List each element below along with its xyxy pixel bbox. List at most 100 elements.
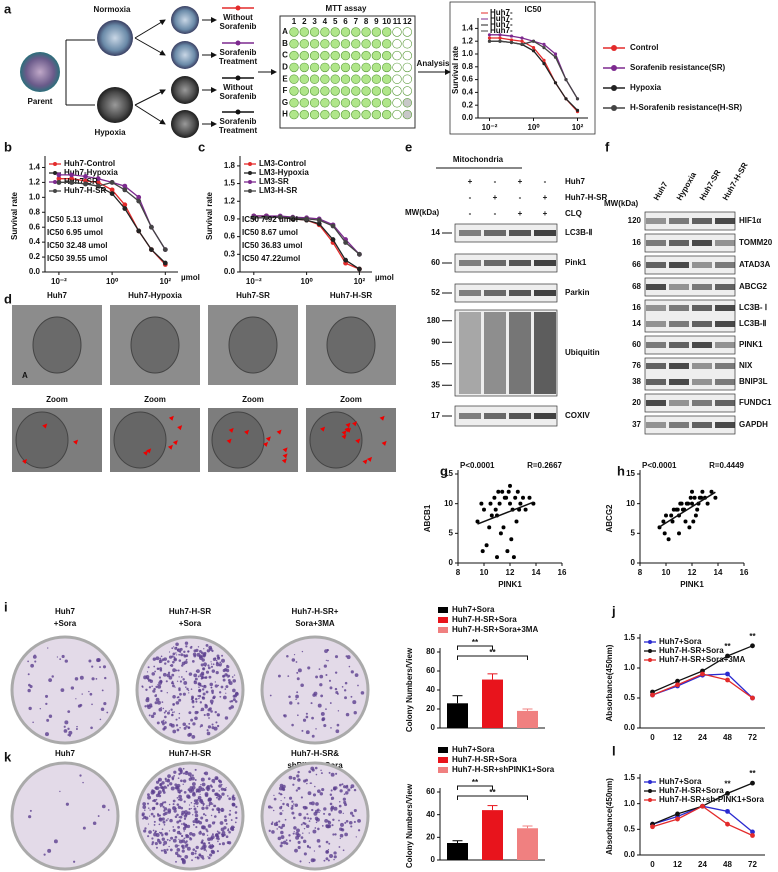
colony: [177, 805, 182, 809]
colony: [234, 811, 238, 814]
blot-band: [669, 342, 689, 348]
significance-bracket: [457, 655, 528, 660]
colony: [79, 675, 84, 680]
panel-label: j: [611, 603, 616, 618]
colony: [204, 792, 209, 796]
well: [382, 50, 392, 61]
well: [320, 27, 330, 37]
colony: [232, 698, 236, 702]
colony: [166, 838, 169, 841]
colony: [215, 796, 218, 799]
colony: [314, 827, 317, 829]
colony: [182, 767, 185, 770]
colony: [218, 843, 221, 846]
y-axis-label: Colony Numbers/View: [405, 783, 414, 868]
colony: [210, 661, 212, 663]
panel-label: b: [4, 139, 12, 154]
colony: [291, 804, 294, 808]
colony: [314, 785, 316, 788]
legend-label: Huh7-: [490, 14, 513, 23]
em-arrow: [177, 425, 183, 431]
colony: [307, 666, 311, 670]
colony: [163, 840, 168, 845]
annotation: IC50 8.67 umol: [242, 228, 298, 237]
colony: [213, 805, 215, 807]
colony: [201, 832, 206, 836]
legend-swatch: [438, 767, 448, 773]
em-arrow: [42, 423, 48, 429]
colony: [104, 676, 107, 680]
blot-band: [484, 290, 506, 296]
colony: [214, 710, 217, 714]
blot-mw: 20: [632, 398, 641, 407]
colony: [168, 803, 171, 806]
blot-band: [669, 379, 689, 385]
blot-mw: 17: [431, 411, 440, 420]
dish-label: Huh7-H-SR+: [292, 607, 339, 616]
colony: [219, 695, 222, 698]
blot-sign: +: [493, 193, 498, 202]
point: [492, 495, 497, 500]
y-tick-label: 0.6: [462, 75, 474, 84]
significance-bracket: [457, 785, 493, 790]
colony: [189, 836, 192, 839]
colony: [177, 798, 180, 801]
colony: [151, 841, 155, 844]
plate-row: F: [283, 86, 288, 95]
colony: [75, 698, 77, 700]
significance: **: [472, 778, 479, 787]
colony: [227, 841, 232, 845]
colony: [214, 657, 217, 660]
colony: [211, 649, 214, 653]
dish: [171, 76, 199, 104]
em-nucleus: [309, 411, 363, 469]
colony: [176, 797, 179, 799]
colony: [170, 663, 174, 667]
point: [498, 531, 503, 536]
colony: [210, 665, 214, 668]
legend-swatch: [248, 171, 252, 175]
colony: [328, 842, 331, 845]
colony: [216, 724, 220, 728]
colony: [347, 788, 351, 792]
point: [669, 513, 674, 518]
colony: [220, 787, 224, 791]
well: [351, 109, 361, 120]
colony: [339, 827, 343, 831]
em-arrow: [379, 415, 385, 421]
colony: [44, 732, 49, 737]
colony: [190, 802, 193, 804]
annotation: IC50 36.83 umol: [242, 241, 302, 250]
colony: [193, 805, 196, 807]
point: [487, 525, 492, 530]
colony: [183, 650, 186, 654]
legend-label: Huh7-H-SR+Sora: [452, 755, 517, 764]
colony: [313, 850, 316, 852]
colony: [88, 659, 92, 663]
panel-label: e: [405, 139, 412, 154]
series-line: [652, 805, 753, 837]
x-tick-label: 10⁰: [301, 277, 314, 286]
colony: [158, 814, 162, 817]
colony: [176, 820, 180, 824]
colony: [47, 848, 52, 853]
colony: [267, 805, 272, 809]
y-tick-label: 0.0: [29, 267, 41, 276]
point: [69, 180, 74, 185]
point: [750, 780, 755, 786]
colony: [303, 816, 307, 820]
point: [564, 97, 568, 101]
em-marker: A: [22, 371, 28, 380]
point: [480, 549, 485, 554]
blot-mw: 180: [427, 316, 441, 325]
legend-label: Huh7-SR: [64, 177, 98, 186]
significance: **: [472, 638, 479, 647]
y-tick-label: 0: [449, 558, 454, 567]
colony: [185, 833, 189, 838]
colony: [231, 795, 235, 799]
point: [501, 525, 506, 530]
colony: [292, 783, 295, 786]
well: [320, 62, 330, 73]
colony: [196, 711, 199, 714]
colony: [164, 832, 167, 835]
